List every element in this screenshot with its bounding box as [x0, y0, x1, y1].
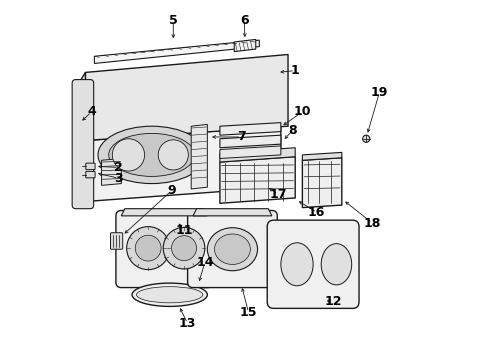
- Ellipse shape: [321, 244, 352, 285]
- Polygon shape: [85, 126, 281, 202]
- Polygon shape: [193, 209, 272, 216]
- Text: 8: 8: [288, 124, 296, 137]
- Text: 9: 9: [167, 184, 176, 197]
- FancyBboxPatch shape: [188, 211, 277, 288]
- Text: 10: 10: [294, 105, 311, 118]
- Text: 12: 12: [324, 296, 342, 309]
- Ellipse shape: [281, 243, 313, 286]
- Circle shape: [172, 236, 196, 261]
- FancyBboxPatch shape: [86, 163, 95, 170]
- Polygon shape: [122, 209, 207, 216]
- Ellipse shape: [207, 228, 258, 271]
- Text: 16: 16: [308, 206, 325, 219]
- Polygon shape: [220, 148, 295, 162]
- Ellipse shape: [109, 134, 195, 176]
- Text: 18: 18: [364, 216, 381, 230]
- Text: 11: 11: [175, 224, 193, 237]
- FancyBboxPatch shape: [116, 211, 213, 288]
- Polygon shape: [76, 87, 85, 202]
- FancyBboxPatch shape: [72, 80, 94, 209]
- Text: 14: 14: [196, 256, 214, 269]
- Polygon shape: [191, 125, 207, 189]
- Polygon shape: [234, 40, 256, 51]
- Polygon shape: [302, 152, 342, 160]
- Polygon shape: [85, 54, 288, 140]
- Polygon shape: [101, 158, 122, 185]
- Text: 2: 2: [114, 161, 123, 174]
- Text: 13: 13: [179, 317, 196, 330]
- Text: 5: 5: [169, 14, 178, 27]
- Circle shape: [163, 227, 205, 269]
- Text: 6: 6: [240, 14, 248, 27]
- Text: 17: 17: [269, 188, 287, 201]
- Ellipse shape: [215, 234, 250, 265]
- FancyBboxPatch shape: [111, 233, 122, 249]
- Polygon shape: [220, 123, 281, 135]
- Polygon shape: [302, 158, 342, 208]
- Polygon shape: [95, 40, 259, 63]
- Circle shape: [135, 235, 161, 261]
- Circle shape: [112, 139, 145, 171]
- Ellipse shape: [98, 126, 205, 184]
- Circle shape: [158, 140, 188, 170]
- FancyBboxPatch shape: [267, 220, 359, 309]
- Text: 4: 4: [87, 105, 96, 118]
- Circle shape: [126, 226, 170, 270]
- Polygon shape: [220, 146, 281, 158]
- Polygon shape: [220, 157, 295, 203]
- Text: 3: 3: [115, 172, 123, 185]
- Text: 7: 7: [237, 130, 246, 144]
- Polygon shape: [76, 72, 85, 155]
- Text: 1: 1: [291, 64, 299, 77]
- Polygon shape: [220, 135, 281, 148]
- Circle shape: [363, 135, 370, 142]
- Text: 19: 19: [371, 86, 388, 99]
- Text: 15: 15: [240, 306, 257, 319]
- FancyBboxPatch shape: [86, 171, 95, 178]
- Ellipse shape: [132, 283, 207, 306]
- Ellipse shape: [137, 287, 203, 303]
